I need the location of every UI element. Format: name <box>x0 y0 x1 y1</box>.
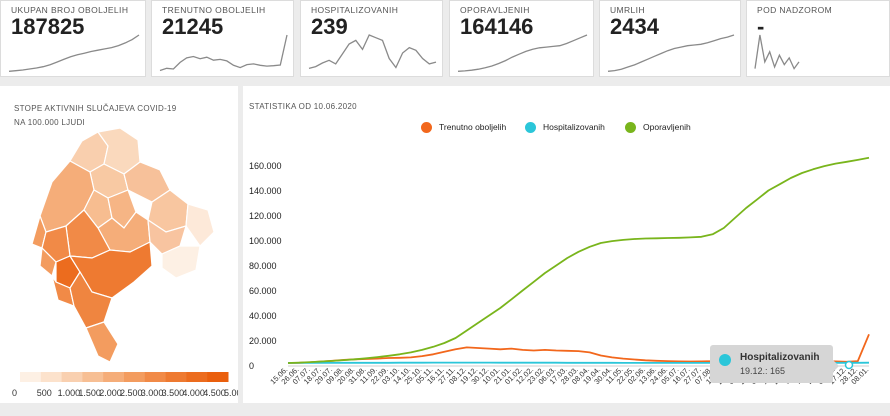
scale-label: 4.500 <box>203 388 226 398</box>
y-tick-label: 120.000 <box>249 211 282 221</box>
stat-card-hospital[interactable]: HOSPITALIZOVANIH 239 <box>300 0 443 77</box>
y-tick-label: 20.000 <box>249 336 277 346</box>
scale-swatch <box>20 372 41 382</box>
sparkline-total <box>1 31 147 76</box>
scale-swatch <box>103 372 124 382</box>
tooltip-title: Hospitalizovanih <box>740 352 819 363</box>
stat-card-recovered[interactable]: OPORAVLJENIH 164146 <box>449 0 594 77</box>
tooltip-arrow <box>833 360 839 372</box>
scale-swatch <box>41 372 62 382</box>
y-tick-label: 60.000 <box>249 286 277 296</box>
chart-tooltip: Hospitalizovanih 19.12.: 165 <box>710 345 833 383</box>
sparkline-deaths <box>600 31 742 76</box>
y-tick-label: 100.000 <box>249 236 282 246</box>
scale-swatch <box>186 372 207 382</box>
scale-label: 5.000 <box>224 388 238 398</box>
scale-label: 0 <box>12 388 17 398</box>
y-tick-label: 0 <box>249 361 254 371</box>
sparkline-path <box>608 35 734 71</box>
scale-label: 3.000 <box>141 388 164 398</box>
sparkline-path <box>755 35 799 69</box>
tooltip-dot <box>719 354 731 366</box>
scale-label: 2.500 <box>120 388 143 398</box>
stat-card-deaths[interactable]: UMRLIH 2434 <box>599 0 741 77</box>
map-panel: STOPE AKTIVNIH SLUČAJEVA COVID-19 NA 100… <box>0 86 238 403</box>
stat-card-active[interactable]: TRENUTNO OBOLJELIH 21245 <box>151 0 294 77</box>
tooltip-text: 19.12.: 165 <box>740 366 785 376</box>
y-tick-label: 40.000 <box>249 311 277 321</box>
stat-label: POD NADZOROM <box>757 5 832 15</box>
scale-swatch <box>124 372 145 382</box>
scale-label: 1.500 <box>78 388 101 398</box>
scale-label: 2.000 <box>99 388 122 398</box>
y-tick-label: 160.000 <box>249 161 282 171</box>
scale-swatch <box>62 372 83 382</box>
scale-swatch <box>145 372 166 382</box>
scale-swatch <box>166 372 187 382</box>
scale-label: 3.500 <box>162 388 185 398</box>
sparkline-path <box>160 35 287 71</box>
sparkline-recovered <box>450 31 595 76</box>
scale-swatch <box>207 372 228 382</box>
y-tick-label: 80.000 <box>249 261 277 271</box>
montenegro-map[interactable] <box>0 86 238 403</box>
stats-bar: UKUPAN BROJ OBOLJELIH 187825 TRENUTNO OB… <box>0 0 890 80</box>
scale-swatch <box>82 372 103 382</box>
sparkline-surveillance <box>747 31 807 76</box>
sparkline-path <box>458 35 587 71</box>
region-ulcinj[interactable] <box>86 322 118 362</box>
series-line-recovered[interactable] <box>288 158 869 363</box>
scale-label: 4.000 <box>182 388 205 398</box>
y-tick-label: 140.000 <box>249 186 282 196</box>
sparkline-path <box>9 35 139 71</box>
hover-marker <box>846 362 853 369</box>
color-scale: 0 500 1.0001.5002.0002.5003.0003.5004.0004… <box>0 368 238 416</box>
scale-label: 1.000 <box>58 388 81 398</box>
scale-label: 500 <box>37 388 52 398</box>
sparkline-hospital <box>301 31 444 76</box>
sparkline-active <box>152 31 295 76</box>
stat-card-total[interactable]: UKUPAN BROJ OBOLJELIH 187825 <box>0 0 146 77</box>
sparkline-path <box>309 35 436 68</box>
chart-panel: STATISTIKA OD 10.06.2020 Trenutno obolje… <box>243 86 890 403</box>
region-rozaje[interactable] <box>186 204 214 246</box>
stat-card-surveillance[interactable]: POD NADZOROM - <box>746 0 890 77</box>
